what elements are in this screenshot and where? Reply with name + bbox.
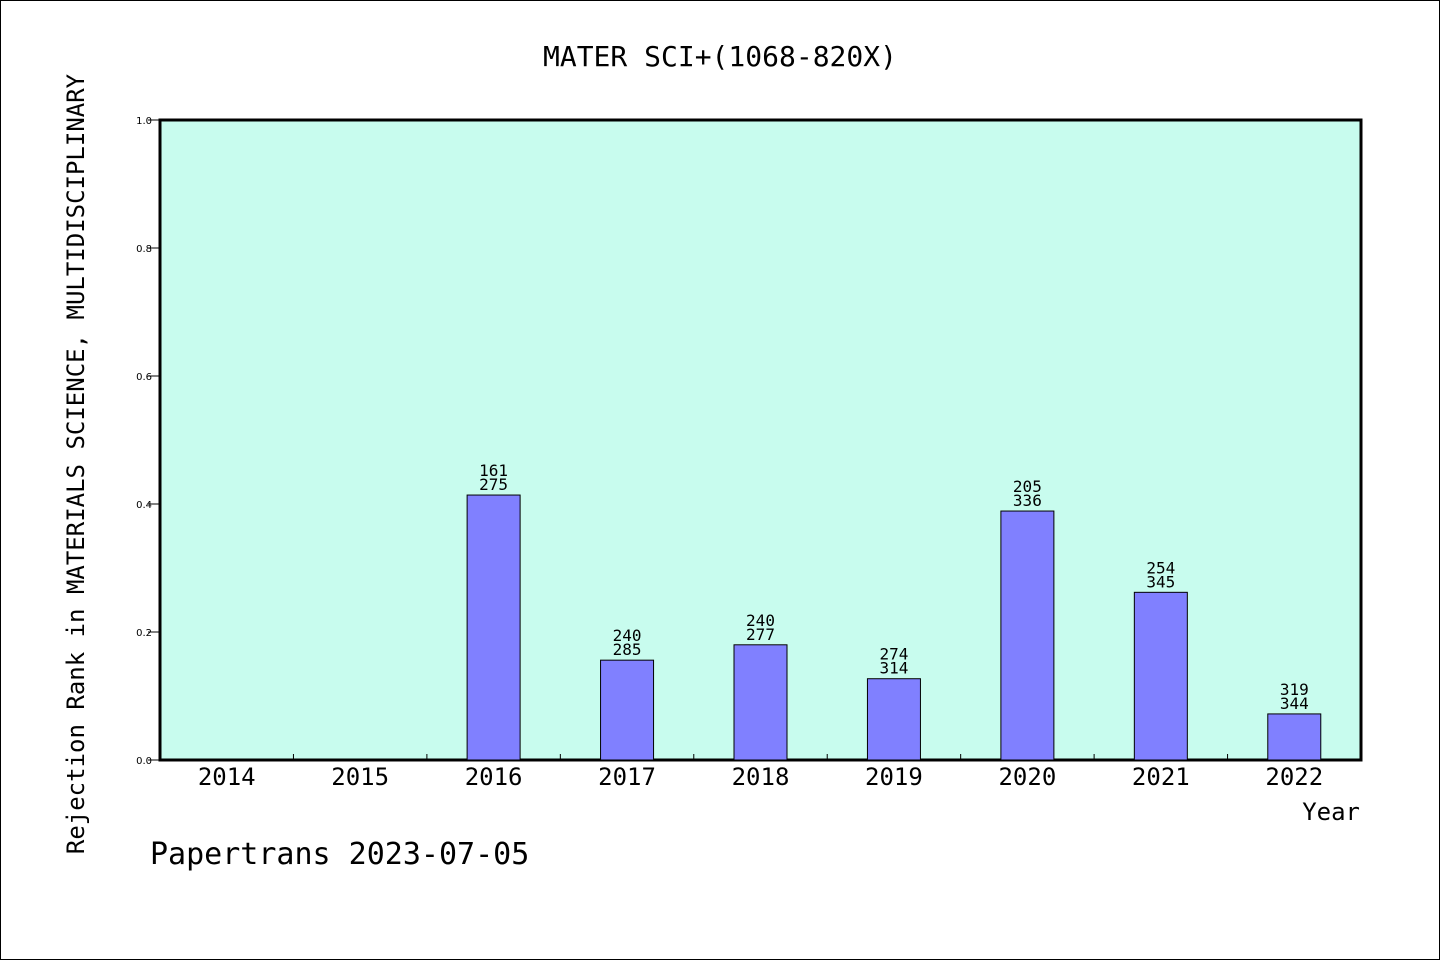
x-tick-label: 2022 [1265,763,1323,791]
bar-label-rank: 240 [746,611,775,630]
bar-label-rank: 254 [1146,558,1175,577]
bar [466,494,521,761]
y-tick-label: 0.6 [136,372,152,383]
bar [1267,713,1322,761]
bar-series: 1612752402852402772743142053362543453193… [466,461,1322,761]
x-axis: 2014 2015 2016 2017 2018 2019 2020 2021 2022 [198,754,1323,791]
x-tick-label: 2019 [865,763,923,791]
y-tick-label: 0.8 [136,244,152,255]
x-tick-label: 2016 [465,763,523,791]
bar-label-rank: 240 [613,626,642,645]
bar-label-rank: 274 [879,645,908,664]
bar-label-total: 275 [479,475,508,494]
x-axis-label: Year [1302,798,1360,826]
bar-label-total: 336 [1013,491,1042,510]
bar-label-total: 314 [879,659,908,678]
x-tick-label: 2017 [598,763,656,791]
x-tick-label: 2018 [732,763,790,791]
footer-source-date: Papertrans 2023-07-05 [150,837,529,872]
bar-label-rank: 161 [479,461,508,480]
chart-title: MATER SCI+(1068-820X) [543,40,897,73]
bar [1000,510,1055,761]
y-tick-label: 0.4 [136,500,152,511]
x-tick-label: 2021 [1132,763,1190,791]
bar [866,678,921,761]
bar-label-rank: 205 [1013,477,1042,496]
y-axis: 0.0 0.2 0.4 0.6 0.8 1.0 [136,116,160,767]
bar-label-total: 285 [613,640,642,659]
x-tick-label: 2020 [998,763,1056,791]
y-tick-label: 0.0 [136,756,152,767]
bar [733,644,788,761]
y-tick-label: 0.2 [136,628,152,639]
y-axis-label: Rejection Rank in MATERIALS SCIENCE, MUL… [62,73,90,854]
x-tick-label: 2015 [331,763,389,791]
x-tick-label: 2014 [198,763,256,791]
bar [1133,591,1188,761]
bar [600,659,655,761]
bar-label-rank: 319 [1280,680,1309,699]
bar-label-total: 344 [1280,694,1309,713]
bar-label-total: 345 [1146,572,1175,591]
y-tick-label: 1.0 [136,116,152,127]
bar-label-total: 277 [746,625,775,644]
